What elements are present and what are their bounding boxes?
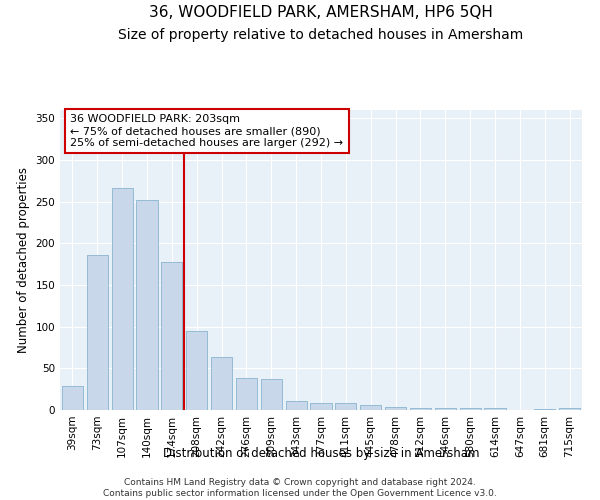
Text: Size of property relative to detached houses in Amersham: Size of property relative to detached ho… [118, 28, 524, 42]
Bar [559, 408, 580, 410]
Bar [435, 408, 456, 410]
Text: Distribution of detached houses by size in Amersham: Distribution of detached houses by size … [163, 448, 479, 460]
Bar [484, 408, 506, 410]
Bar [136, 200, 158, 410]
Bar [460, 408, 481, 410]
Bar [186, 331, 207, 410]
Bar [62, 386, 83, 410]
Bar [310, 404, 332, 410]
Bar [335, 404, 356, 410]
Y-axis label: Number of detached properties: Number of detached properties [17, 167, 30, 353]
Bar [236, 378, 257, 410]
Bar [360, 405, 381, 410]
Text: Contains HM Land Registry data © Crown copyright and database right 2024.
Contai: Contains HM Land Registry data © Crown c… [103, 478, 497, 498]
Bar [87, 255, 108, 410]
Bar [410, 408, 431, 410]
Bar [385, 406, 406, 410]
Bar [534, 409, 555, 410]
Text: 36 WOODFIELD PARK: 203sqm
← 75% of detached houses are smaller (890)
25% of semi: 36 WOODFIELD PARK: 203sqm ← 75% of detac… [70, 114, 344, 148]
Bar [261, 379, 282, 410]
Text: 36, WOODFIELD PARK, AMERSHAM, HP6 5QH: 36, WOODFIELD PARK, AMERSHAM, HP6 5QH [149, 5, 493, 20]
Bar [112, 188, 133, 410]
Bar [161, 262, 182, 410]
Bar [211, 356, 232, 410]
Bar [286, 401, 307, 410]
